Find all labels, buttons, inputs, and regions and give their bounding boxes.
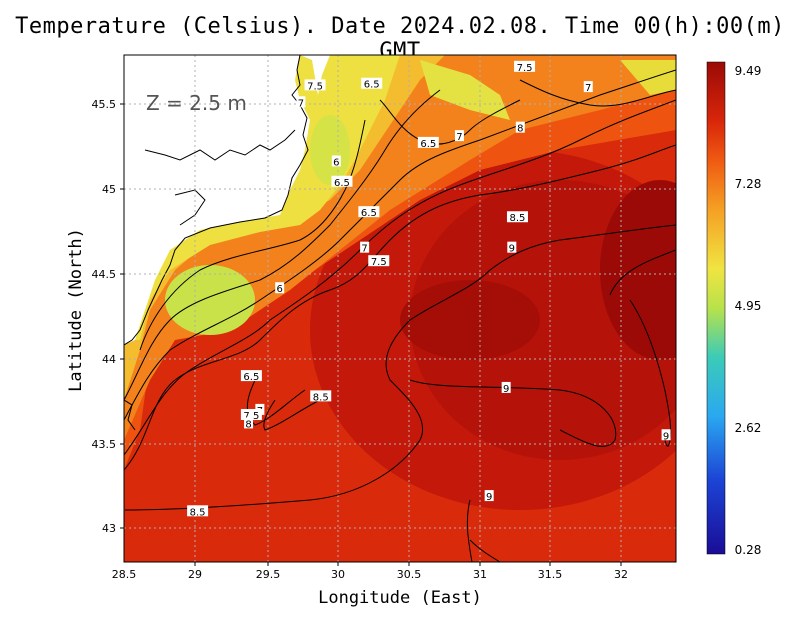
contour-label-bg <box>296 96 306 108</box>
contour-label: 6.5 <box>243 372 259 383</box>
contour-label: 6.5 <box>361 208 377 219</box>
temperature-field <box>124 55 676 562</box>
x-tick-labels: 28.5 29 29.5 30 30.5 31 31.5 32 <box>112 568 628 581</box>
colorbar-tick-label: 4.95 <box>735 299 762 313</box>
contour-label: 9 <box>503 384 509 395</box>
contour-label-bg <box>417 136 439 148</box>
colorbar-tick-label: 9.49 <box>735 64 762 78</box>
contour-label: 7.5 <box>307 81 323 92</box>
contour-label-bg <box>506 211 528 223</box>
contour-label-bg <box>240 408 262 420</box>
contour-label: 7 <box>585 83 591 94</box>
contour-label-bg <box>507 241 517 253</box>
depth-label: Z = 2.5 m <box>146 91 247 115</box>
contour-label: 7.5 <box>517 63 533 74</box>
contour-label-bg <box>661 429 671 441</box>
x-tick-label: 31 <box>473 568 487 581</box>
x-tick-label: 28.5 <box>112 568 137 581</box>
colorbar-tick-label: 2.62 <box>735 421 762 435</box>
contour-label: 6.5 <box>364 80 380 91</box>
y-tick-label: 45.5 <box>92 98 117 111</box>
contour-label-bg <box>514 60 536 72</box>
x-tick-label: 30.5 <box>397 568 422 581</box>
tick-marks <box>120 103 622 566</box>
contour-label-bg <box>515 121 525 133</box>
contour-label: 8.5 <box>190 507 206 518</box>
contour-label-bg <box>240 370 262 382</box>
contour-label: 8.5 <box>313 392 329 403</box>
contour-label: 9 <box>663 431 669 442</box>
x-tick-label: 29 <box>188 568 202 581</box>
colorbar-tick-labels: 9.49 7.28 4.95 2.62 0.28 <box>735 64 762 557</box>
chart-title: Temperature (Celsius). Date 2024.02.08. … <box>15 14 785 64</box>
contour-label-bg <box>310 390 332 402</box>
contour-label-bg <box>331 155 341 167</box>
y-tick-label: 43.5 <box>92 438 117 451</box>
contour-label: 7 <box>298 98 304 109</box>
contour-label: 6.5 <box>334 178 350 189</box>
y-axis-label: Latitude (North) <box>66 228 86 392</box>
contour-label: 8 <box>517 124 523 135</box>
contour-label-bg <box>360 241 370 253</box>
contour-label: 8.5 <box>510 213 526 224</box>
y-tick-label: 45 <box>102 183 116 196</box>
contour-label-bg <box>454 130 464 142</box>
contour-label: 6 <box>333 157 339 168</box>
contour-label-bg <box>484 490 494 502</box>
contour-label: 9 <box>486 492 492 503</box>
contour-label: 7 <box>456 132 462 143</box>
y-tick-label: 43 <box>102 522 116 535</box>
contour-label-bg <box>501 381 511 393</box>
contour-label-bg <box>331 175 353 187</box>
contour-label-bg <box>368 255 390 267</box>
contour-label: 7 <box>361 244 367 255</box>
contour-label-bg <box>358 206 380 218</box>
contour-label-group: 7.576.57.576.57866.56.58.577.5966.577.58… <box>187 60 671 518</box>
x-tick-label: 31.5 <box>538 568 563 581</box>
x-axis-label: Longitude (East) <box>318 588 482 608</box>
contour-label: 6.5 <box>420 139 436 150</box>
contour-label-bg <box>583 81 593 93</box>
plot-frame <box>123 54 677 563</box>
y-tick-label: 44 <box>102 353 116 366</box>
y-tick-label: 44.5 <box>92 268 117 281</box>
contour-label-bg <box>275 282 285 294</box>
grid-lines <box>124 55 676 562</box>
contour-label-bg <box>244 417 254 429</box>
x-tick-label: 32 <box>614 568 628 581</box>
y-tick-labels: 45.5 45 44.5 44 43.5 43 <box>92 98 117 535</box>
contour-label-bg <box>361 77 383 89</box>
contour-label: 6 <box>277 284 283 295</box>
contour-label: 7.5 <box>243 411 259 422</box>
colorbar-tick-label: 7.28 <box>735 177 762 191</box>
colorbar <box>706 61 726 555</box>
contour-label: 7.5 <box>371 257 387 268</box>
x-tick-label: 30 <box>331 568 345 581</box>
contour-label-bg <box>187 505 209 517</box>
contour-label: 8 <box>245 419 251 430</box>
contour-label: 9 <box>509 244 515 255</box>
x-tick-label: 29.5 <box>256 568 281 581</box>
colorbar-tick-label: 0.28 <box>735 543 762 557</box>
contour-label-bg <box>304 79 326 91</box>
